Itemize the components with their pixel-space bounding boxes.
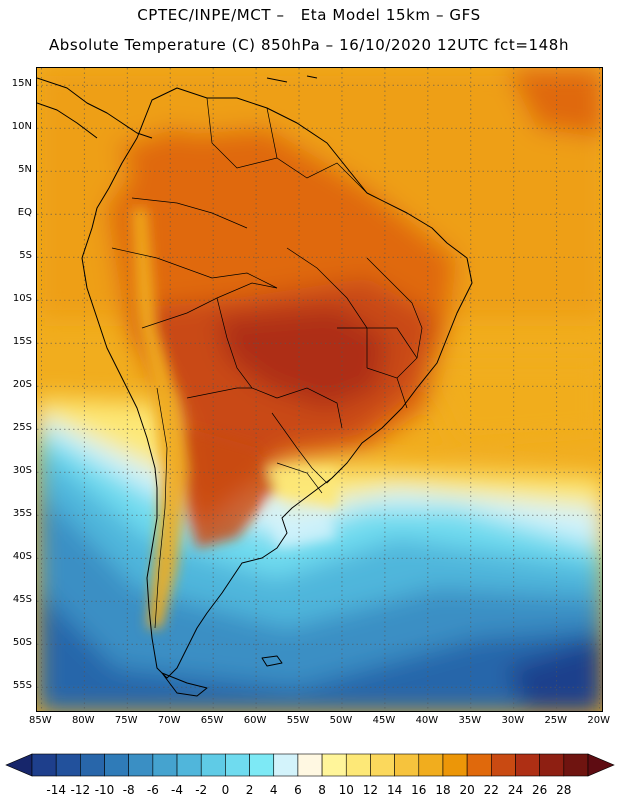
colorbar-box xyxy=(249,753,275,777)
lon-tick-label: 85W xyxy=(28,715,52,726)
colorbar-tick-label: -8 xyxy=(122,783,135,797)
lat-tick-label: 15N xyxy=(11,78,32,90)
lon-tick-label: 70W xyxy=(157,715,181,726)
lat-tick-label: 10N xyxy=(11,121,32,133)
colorbar-tick-label: 20 xyxy=(459,783,475,797)
colorbar-box xyxy=(104,753,129,777)
lat-tick-label: 35S xyxy=(12,508,32,520)
lat-tick-label: 55S xyxy=(12,680,32,692)
lat-tick-label: 30S xyxy=(12,465,32,477)
lon-tick-label: 25W xyxy=(544,715,568,726)
lon-tick-label: 20W xyxy=(587,715,611,726)
colorbar-box xyxy=(539,753,565,777)
temperature-field-detail xyxy=(132,208,337,628)
colorbar-box xyxy=(55,753,81,777)
lat-tick-label: 40S xyxy=(12,551,32,563)
colorbar-box xyxy=(273,753,299,777)
lon-tick-label: 30W xyxy=(501,715,525,726)
colorbar-tick-label: 16 xyxy=(411,783,427,797)
colorbar-box xyxy=(466,753,492,777)
lat-lon-grid xyxy=(37,68,602,711)
colorbar-box xyxy=(442,753,468,777)
colorbar-tick-label: 18 xyxy=(435,783,451,797)
colorbar-under-triangle xyxy=(5,753,33,777)
colorbar-box xyxy=(152,753,178,777)
lon-tick-label: 55W xyxy=(286,715,310,726)
lat-tick-label: 15S xyxy=(12,336,32,348)
colorbar-tick-label: 28 xyxy=(556,783,572,797)
lon-tick-label: 80W xyxy=(71,715,95,726)
lon-tick-label: 65W xyxy=(200,715,224,726)
colorbar-tick-label: 10 xyxy=(338,783,354,797)
lat-tick-label: 20S xyxy=(12,379,32,391)
coastlines xyxy=(37,75,473,697)
colorbar-tick-label: 12 xyxy=(362,783,379,797)
colorbar-tick-label: 0 xyxy=(221,783,230,797)
temperature-field xyxy=(37,68,602,711)
colorbar-tick-label: 4 xyxy=(269,783,278,797)
lon-tick-label: 35W xyxy=(458,715,482,726)
colorbar-box xyxy=(418,753,444,777)
colorbar-box xyxy=(31,753,57,777)
lat-tick-label: 5N xyxy=(18,164,32,176)
colorbar-tick-label: 14 xyxy=(386,783,403,797)
colorbar-box xyxy=(563,753,589,777)
lat-tick-label: 50S xyxy=(12,637,32,649)
colorbar-box xyxy=(176,753,202,777)
colorbar-box xyxy=(225,753,250,777)
colorbar-tick-label: -12 xyxy=(70,783,91,797)
colorbar-box xyxy=(321,753,347,777)
colorbar-tick-label: 22 xyxy=(483,783,499,797)
colorbar-tick-label: 2 xyxy=(245,783,254,797)
colorbar-box xyxy=(491,753,516,777)
lat-tick-label: 10S xyxy=(12,293,32,305)
chart-title-line2: Absolute Temperature (C) 850hPa – 16/10/… xyxy=(48,36,570,54)
lat-tick-label: EQ xyxy=(17,207,32,219)
colorbar-over-triangle xyxy=(587,753,615,777)
colorbar-tick-label: 8 xyxy=(318,783,326,797)
colorbar-box xyxy=(394,753,420,777)
colorbar-tick-label: -6 xyxy=(146,783,159,797)
colorbar-tick-label: 24 xyxy=(507,783,524,797)
colorbar-box xyxy=(515,753,540,777)
colorbar-tick-label: -4 xyxy=(171,783,184,797)
lon-tick-label: 45W xyxy=(372,715,396,726)
colorbar-tick-label: -14 xyxy=(46,783,66,797)
colorbar-tick-label: 26 xyxy=(532,783,548,797)
map-panel xyxy=(36,67,603,712)
chart-title-line1: CPTEC/INPE/MCT – Eta Model 15km – GFS xyxy=(137,6,481,24)
colorbar-box xyxy=(80,753,105,777)
colorbar-box xyxy=(297,753,323,777)
colorbar-tick-label: -2 xyxy=(195,783,208,797)
colorbar-box xyxy=(128,753,154,777)
colorbar-box xyxy=(345,753,371,777)
lon-tick-label: 50W xyxy=(329,715,353,726)
lon-tick-label: 40W xyxy=(415,715,439,726)
lat-tick-label: 45S xyxy=(12,594,32,606)
country-borders xyxy=(111,97,423,629)
colorbar xyxy=(5,753,615,777)
lon-tick-label: 75W xyxy=(114,715,138,726)
colorbar-tick-label: -10 xyxy=(94,783,115,797)
lat-tick-label: 25S xyxy=(12,422,32,434)
temperature-map xyxy=(37,68,602,711)
colorbar-box xyxy=(370,753,395,777)
colorbar-box xyxy=(200,753,226,777)
lat-tick-label: 5S xyxy=(19,250,32,262)
colorbar-tick-label: 6 xyxy=(294,783,302,797)
lon-tick-label: 60W xyxy=(243,715,267,726)
